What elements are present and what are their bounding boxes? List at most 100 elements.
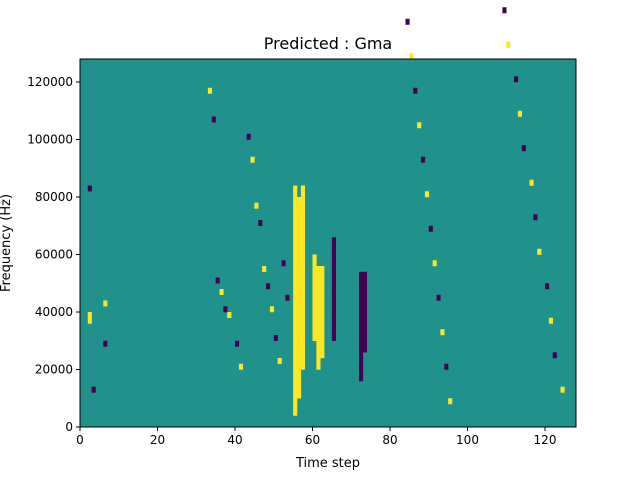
heatmap-band-cell [293,248,298,255]
heatmap-band-cell [362,306,368,313]
heatmap-cell [514,76,519,83]
heatmap-band-cell [316,294,321,301]
heatmap-cell [254,202,259,209]
heatmap-band-cell [297,375,302,382]
heatmap-band-cell [293,363,298,370]
x-tick-label: 0 [76,433,84,447]
heatmap-band-cell [331,271,337,278]
plot-area [80,7,576,427]
heatmap-band-cell [300,237,306,244]
heatmap-band-cell [293,335,298,341]
heatmap-band-cell [316,306,321,313]
heatmap-band-cell [293,352,298,359]
heatmap-cell [207,87,213,94]
heatmap-band-cell [359,300,364,307]
x-tick-label: 20 [150,433,165,447]
heatmap-band-cell [293,300,298,307]
heatmap-cell [506,41,511,48]
heatmap-band-cell [293,283,298,290]
heatmap-band-cell [297,254,302,261]
heatmap-cell [87,312,92,318]
heatmap-band-cell [320,340,325,347]
heatmap-band-cell [331,294,337,301]
y-tick-label: 40000 [35,305,73,319]
heatmap-band-cell [359,317,364,324]
heatmap-band-cell [297,197,302,203]
heatmap-band-cell [297,277,302,284]
heatmap-band-cell [297,300,302,307]
heatmap-cell [246,133,251,140]
heatmap-band-cell [312,271,317,278]
heatmap-band-cell [293,409,298,416]
heatmap-band-cell [316,340,321,347]
heatmap-cell [277,358,282,364]
heatmap-cell [537,248,542,255]
heatmap-band-cell [312,289,317,295]
heatmap-cell [211,116,216,123]
heatmap-cell [533,214,538,221]
heatmap-band-cell [293,386,298,393]
heatmap-band-cell [320,283,325,290]
heatmap-cell [436,294,441,301]
heatmap-cell [87,185,92,192]
heatmap-band-cell [312,312,317,318]
heatmap-band-cell [293,289,298,295]
heatmap-band-cell [297,266,302,272]
heatmap-band-cell [297,306,302,313]
heatmap-band-cell [320,271,325,278]
y-tick-label: 0 [65,420,73,434]
heatmap-band-cell [293,202,298,209]
heatmap-band-cell [312,260,317,267]
heatmap-band-cell [331,300,337,307]
heatmap-band-cell [359,323,364,330]
heatmap-band-cell [331,312,337,318]
heatmap-band-cell [297,340,302,347]
heatmap-cell [517,110,523,117]
heatmap-band-cell [297,346,302,353]
heatmap-band-cell [300,208,306,215]
heatmap-band-cell [316,271,321,278]
heatmap-band-cell [312,254,317,261]
x-tick-label: 100 [456,433,479,447]
heatmap-band-cell [297,231,302,238]
heatmap-band-cell [316,312,321,318]
heatmap-band-cell [316,352,321,359]
heatmap-cell [529,179,534,186]
heatmap-band-cell [300,202,306,209]
heatmap-band-cell [300,225,306,232]
heatmap-band-cell [362,312,368,318]
heatmap-band-cell [320,289,325,295]
heatmap-band-cell [320,266,325,272]
heatmap-band-cell [359,271,364,278]
heatmap-cell [409,53,414,60]
heatmap-band-cell [300,248,306,255]
heatmap-band-cell [312,300,317,307]
heatmap-band-cell [312,277,317,284]
heatmap-band-cell [297,312,302,318]
axes-frame [79,58,577,428]
heatmap-cell [258,220,263,226]
heatmap-band-cell [312,317,317,324]
heatmap-band-cell [316,266,321,272]
heatmap-band-cell [300,220,306,226]
heatmap-band-cell [316,317,321,324]
heatmap-band-cell [293,191,298,198]
heatmap-band-cell [293,340,298,347]
heatmap-band-cell [300,300,306,307]
heatmap-band-cell [297,323,302,330]
heatmap-band-cell [300,294,306,301]
y-tick-label: 100000 [27,133,73,147]
heatmap-band-cell [316,335,321,341]
heatmap-band-cell [359,375,364,382]
heatmap-cell [521,145,526,152]
heatmap-band-cell [293,306,298,313]
heatmap-band-cell [293,237,298,244]
heatmap-band-cell [320,329,325,336]
heatmap-band-cell [362,294,368,301]
heatmap-band-cell [293,398,298,405]
heatmap-band-cell [331,266,337,272]
heatmap-cell [417,122,422,129]
heatmap-cell [250,156,255,163]
heatmap-band-cell [331,283,337,290]
